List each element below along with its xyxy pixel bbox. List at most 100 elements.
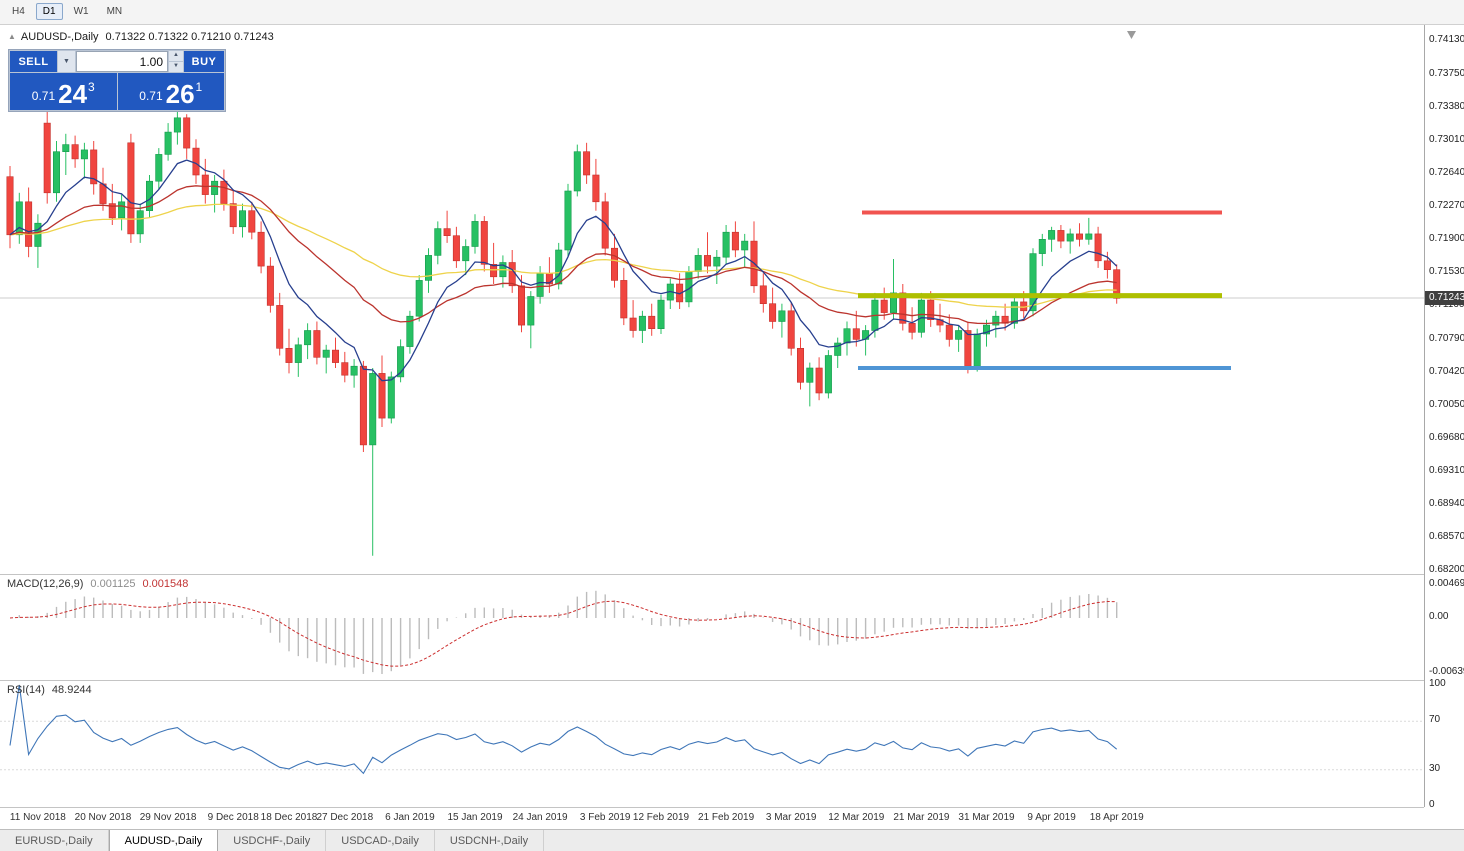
candlestick-chart[interactable] (0, 25, 1424, 574)
candle-body (136, 210, 144, 235)
chart-tab-usdcad[interactable]: USDCAD-,Daily (326, 830, 435, 851)
sell-price-display[interactable]: 0.71 24 3 (10, 73, 117, 110)
moving-average-8[interactable] (9, 159, 1118, 382)
candle-body (434, 228, 442, 256)
candle-body (90, 149, 98, 185)
candle-body (917, 299, 925, 333)
candle-body (694, 255, 702, 272)
candle-body (648, 315, 656, 330)
rsi-scale-label: 100 (1429, 678, 1446, 689)
candle-body (276, 305, 284, 349)
price-scale-label: 0.72270 (1429, 200, 1464, 212)
chart-shift-marker-icon[interactable] (1127, 31, 1136, 39)
candle-body (806, 367, 814, 383)
sell-price-prefix: 0.71 (31, 89, 56, 103)
date-label: 6 Jan 2019 (385, 812, 435, 823)
volume-input[interactable] (76, 51, 168, 72)
date-label: 9 Apr 2019 (1027, 812, 1076, 823)
rsi-line (9, 684, 1118, 775)
candle-body (824, 355, 832, 394)
buy-price-display[interactable]: 0.71 26 1 (117, 73, 224, 110)
timeframe-button-w1[interactable]: W1 (73, 6, 89, 17)
candle-body (1057, 230, 1065, 242)
candle-body (852, 328, 860, 340)
rsi-scale-label: 70 (1429, 714, 1441, 726)
candle-body (248, 210, 256, 233)
candle-body (108, 203, 116, 219)
moving-average-24[interactable] (9, 185, 1117, 325)
rsi-value: 48.9244 (51, 684, 92, 696)
macd-main-value: 0.001125 (90, 578, 136, 590)
candle-body (796, 347, 804, 383)
candle-body (462, 246, 470, 262)
date-label: 18 Dec 2018 (260, 812, 318, 823)
candle-body (369, 373, 377, 446)
candle-body (127, 142, 135, 235)
date-label: 21 Mar 2019 (893, 812, 950, 823)
macd-chart[interactable] (0, 575, 1424, 680)
price-scale-label: 0.72640 (1429, 167, 1464, 179)
candle-body (1085, 233, 1093, 240)
sell-price-pips: 24 (58, 79, 88, 109)
price-scale-label: 0.71530 (1429, 266, 1464, 278)
price-axis[interactable]: 0.74130 0.73750 0.73380 0.73010 0.72640 0.722… (1424, 25, 1464, 810)
timeframe-button-d1[interactable]: D1 (35, 3, 63, 20)
candle-body (722, 231, 730, 258)
sell-button[interactable]: SELL (10, 51, 57, 72)
candle-body (927, 299, 935, 321)
candle-body (536, 273, 544, 297)
lot-preset-dropdown[interactable]: ▼ (58, 51, 75, 72)
volume-increase-button[interactable]: ▲ (169, 51, 183, 61)
rsi-label: RSI(14) 48.9244 (7, 684, 92, 696)
date-label: 27 Dec 2018 (316, 812, 374, 823)
candle-body (62, 144, 70, 152)
sell-price-point: 3 (88, 80, 95, 94)
candle-body (99, 183, 107, 204)
candle-body (471, 221, 479, 247)
candle-body (201, 174, 209, 195)
candle-body (517, 285, 525, 326)
candle-body (350, 365, 358, 376)
macd-scale-label: -0.00639 (1429, 666, 1464, 677)
chart-ohlc-values: 0.71322 0.71322 0.71210 0.71243 (105, 31, 274, 43)
chart-tab-usdcnh[interactable]: USDCNH-,Daily (435, 830, 545, 851)
chart-ohlc-title: ▲ AUDUSD-,Daily 0.71322 0.71322 0.71210 0.… (8, 31, 274, 43)
candle-body (1103, 260, 1111, 271)
candle-body (331, 349, 339, 363)
chart-tab-audusd[interactable]: AUDUSD-,Daily (108, 830, 219, 851)
macd-signal-value: 0.001548 (142, 578, 189, 590)
candle-body (908, 322, 916, 333)
candle-body (155, 154, 163, 182)
candle-body (285, 347, 293, 363)
moving-average-55[interactable] (9, 203, 1117, 308)
one-click-panel-toggle-icon[interactable]: ▲ (8, 32, 16, 41)
candle-body (378, 373, 386, 419)
candle-body (173, 117, 181, 133)
chart-tab-usdchf[interactable]: USDCHF-,Daily (218, 830, 327, 851)
candle-body (415, 280, 423, 317)
timeframe-button-mn[interactable]: MN (106, 6, 123, 17)
candle-body (843, 328, 851, 344)
rsi-chart[interactable] (0, 681, 1424, 807)
chart-tab-eurusd[interactable]: EURUSD-,Daily (0, 830, 109, 851)
buy-button[interactable]: BUY (184, 51, 224, 72)
date-label: 20 Nov 2018 (74, 812, 132, 823)
candle-body (406, 315, 414, 347)
candle-body (452, 235, 460, 262)
candle-body (601, 201, 609, 249)
candle-body (359, 365, 367, 446)
candle-body (564, 190, 572, 251)
date-label: 3 Feb 2019 (579, 812, 631, 823)
date-label: 31 Mar 2019 (958, 812, 1015, 823)
price-scale-label: 0.68940 (1429, 497, 1464, 509)
date-label: 15 Jan 2019 (447, 812, 503, 823)
time-axis[interactable]: 11 Nov 2018 20 Nov 2018 29 Nov 2018 9 Dec 2… (0, 807, 1424, 829)
rsi-scale-label: 30 (1429, 762, 1441, 774)
main-chart-panel (0, 25, 1424, 574)
timeframe-button-h4[interactable]: H4 (12, 6, 25, 17)
timeframe-toolbar: H4 D1 W1 MN (0, 0, 1464, 25)
candle-body (973, 333, 981, 367)
volume-decrease-button[interactable]: ▼ (169, 62, 183, 72)
candle-body (620, 280, 628, 319)
candle-body (862, 330, 870, 340)
